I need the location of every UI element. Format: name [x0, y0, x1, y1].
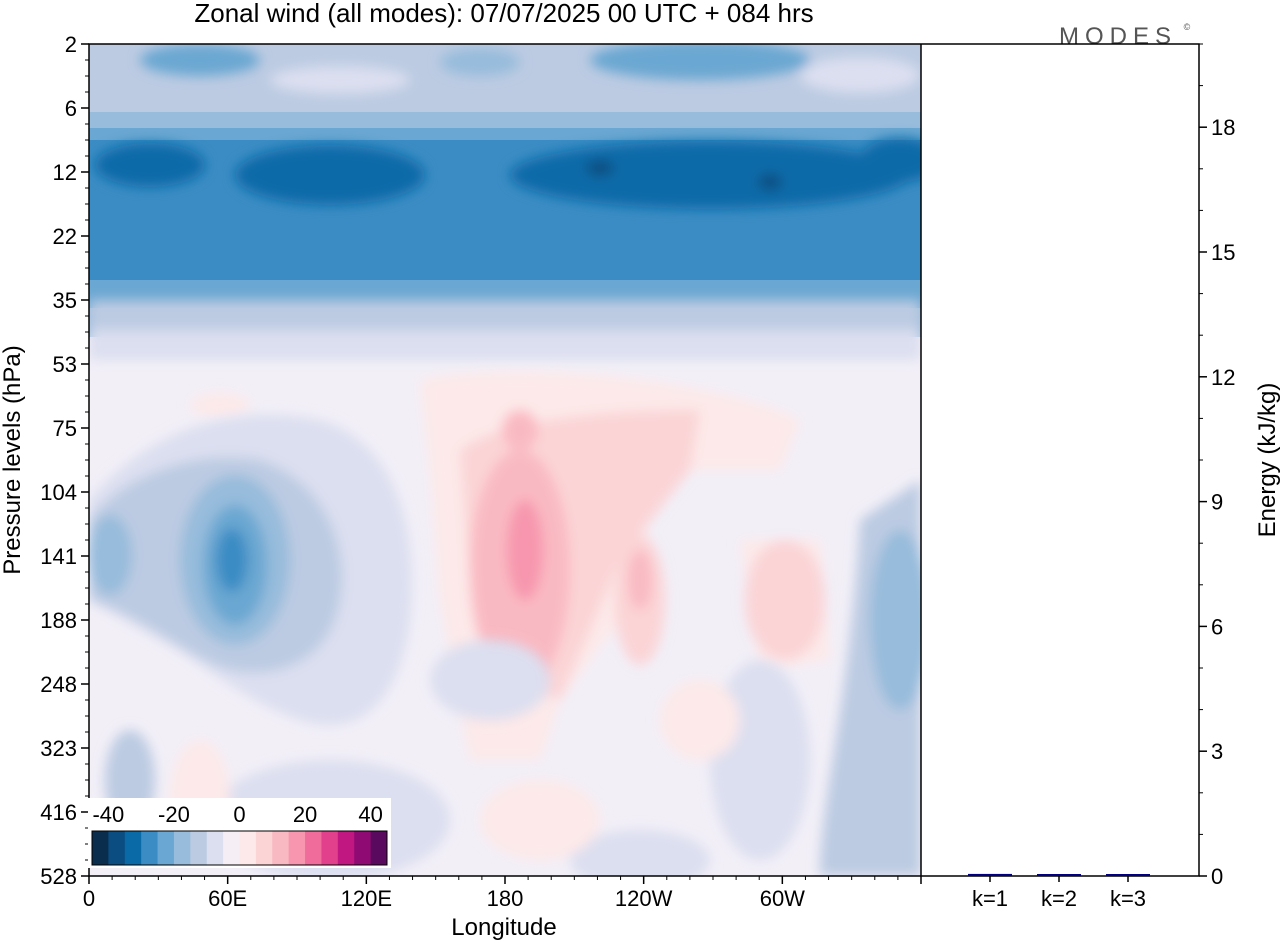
- colorbar-label: 40: [358, 802, 382, 827]
- svg-text:MODES: MODES: [1059, 23, 1177, 50]
- colorbar-swatch: [190, 831, 208, 865]
- colorbar-swatch: [92, 831, 109, 865]
- svg-text:©: ©: [1184, 22, 1191, 32]
- energy-tick-label: 18: [1211, 115, 1235, 140]
- y-tick-label: 528: [40, 864, 77, 889]
- colorbar-swatch: [141, 831, 159, 865]
- colorbar-swatch: [223, 831, 240, 865]
- colorbar-swatch: [157, 831, 175, 865]
- energy-bar: [1106, 874, 1150, 876]
- y-axis-label: Pressure levels (hPa): [0, 345, 26, 574]
- y-tick-label: 12: [53, 160, 77, 185]
- y-tick-label: 6: [65, 96, 77, 121]
- colorbar-border: [91, 830, 388, 866]
- y-tick-label: 416: [40, 800, 77, 825]
- y-tick-label: 104: [40, 480, 77, 505]
- x-tick-label: 120E: [341, 886, 392, 911]
- category-label: k=2: [1041, 886, 1077, 911]
- y-tick-label: 53: [53, 352, 77, 377]
- colorbar-swatch: [124, 831, 142, 865]
- colorbar-swatch: [173, 831, 191, 865]
- colorbar-label: -20: [158, 802, 190, 827]
- colorbar-swatch: [108, 831, 126, 865]
- x-tick-label: 60W: [760, 886, 805, 911]
- y-tick-label: 141: [40, 544, 77, 569]
- energy-bar: [968, 873, 1012, 876]
- colorbar: -40 -20 0 20 40: [88, 798, 391, 868]
- energy-bar: [1037, 874, 1081, 876]
- y-tick-label: 75: [53, 416, 77, 441]
- colorbar-swatch: [370, 831, 388, 865]
- colorbar-label: 0: [233, 802, 245, 827]
- energy-tick-label: 6: [1211, 614, 1223, 639]
- colorbar-swatch: [288, 831, 306, 865]
- x-tick-label: 0: [83, 886, 95, 911]
- y-tick-label: 323: [40, 736, 77, 761]
- colorbar-swatch: [206, 831, 224, 865]
- x-axis-label: Longitude: [451, 914, 556, 941]
- zonal-wind-field: [89, 44, 921, 876]
- modes-logo: MODES ©: [1059, 22, 1191, 50]
- colorbar-swatch: [305, 831, 322, 865]
- x-tick-label: 60E: [208, 886, 247, 911]
- x-axis: 0 60E 120E 180 120W 60W: [83, 876, 922, 911]
- energy-tick-label: 3: [1211, 739, 1223, 764]
- energy-axis: 0 3 6 9 12 15 18: [1199, 43, 1235, 889]
- y-tick-label: 22: [53, 224, 77, 249]
- colorbar-label: -40: [92, 802, 124, 827]
- energy-tick-label: 15: [1211, 240, 1235, 265]
- y-tick-label: 248: [40, 672, 77, 697]
- y-tick-label: 2: [65, 32, 77, 57]
- energy-tick-label: 12: [1211, 365, 1235, 390]
- colorbar-swatch: [337, 831, 355, 865]
- x-tick-label: 120W: [615, 886, 673, 911]
- y-axis: 2 6 12 22 35 53 75 104 141 188 248 323 416 528: [40, 32, 89, 889]
- energy-bars: k=1 k=2 k=3: [968, 873, 1150, 911]
- colorbar-swatch: [272, 831, 290, 865]
- y-tick-label: 188: [40, 608, 77, 633]
- chart-title: Zonal wind (all modes): 07/07/2025 00 UT…: [194, 0, 813, 28]
- colorbar-swatch: [354, 831, 372, 865]
- category-label: k=1: [972, 886, 1008, 911]
- colorbar-swatch: [255, 831, 273, 865]
- colorbar-swatch: [239, 831, 257, 865]
- x-tick-label: 180: [487, 886, 524, 911]
- y-tick-label: 35: [53, 288, 77, 313]
- colorbar-swatch: [321, 831, 339, 865]
- energy-axis-label: Energy (kJ/kg): [1254, 383, 1280, 538]
- colorbar-label: 20: [293, 802, 317, 827]
- category-label: k=3: [1110, 886, 1146, 911]
- energy-tick-label: 9: [1211, 490, 1223, 515]
- energy-tick-label: 0: [1211, 864, 1223, 889]
